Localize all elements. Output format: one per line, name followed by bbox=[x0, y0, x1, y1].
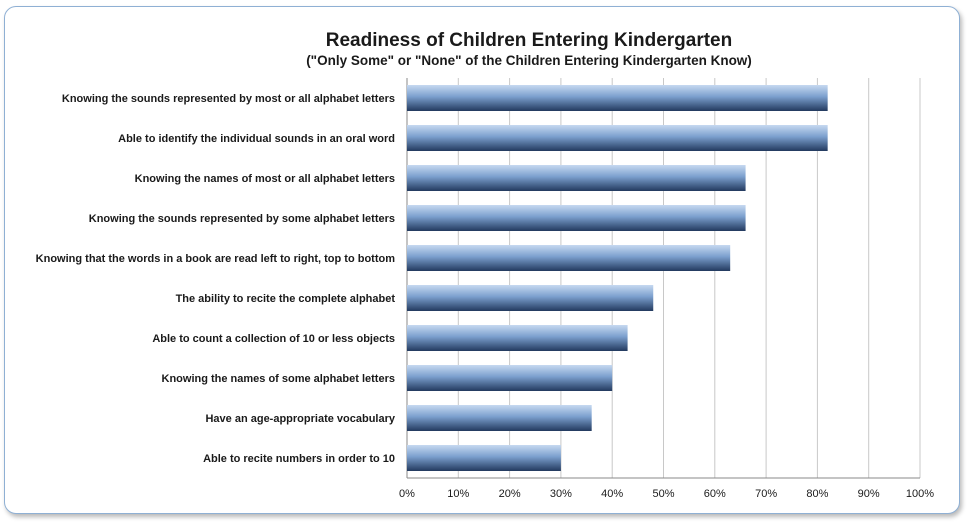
bar bbox=[407, 205, 746, 231]
x-tick-label: 40% bbox=[601, 488, 623, 500]
category-label: Knowing the names of most or all alphabe… bbox=[135, 173, 395, 185]
x-tick-label: 100% bbox=[906, 488, 934, 500]
chart-subtitle: ("Only Some" or "None" of the Children E… bbox=[306, 53, 752, 68]
x-tick-label: 0% bbox=[399, 488, 415, 500]
category-label: Knowing the names of some alphabet lette… bbox=[162, 373, 396, 385]
category-label: Able to recite numbers in order to 10 bbox=[203, 453, 395, 465]
bar bbox=[407, 405, 592, 431]
category-label: Knowing that the words in a book are rea… bbox=[36, 253, 396, 265]
x-tick-label: 10% bbox=[447, 488, 469, 500]
category-labels: Knowing the sounds represented by most o… bbox=[36, 93, 396, 465]
category-label: Knowing the sounds represented by most o… bbox=[62, 93, 395, 105]
bar bbox=[407, 85, 828, 111]
x-tick-label: 70% bbox=[755, 488, 777, 500]
bar bbox=[407, 445, 561, 471]
chart-title: Readiness of Children Entering Kindergar… bbox=[325, 30, 733, 51]
bar bbox=[407, 165, 746, 191]
bar bbox=[407, 365, 613, 391]
bars bbox=[407, 85, 828, 471]
x-tick-label: 50% bbox=[652, 488, 674, 500]
category-label: Able to count a collection of 10 or less… bbox=[152, 333, 395, 345]
category-label: Knowing the sounds represented by some a… bbox=[89, 213, 395, 225]
bar bbox=[407, 125, 828, 151]
bar bbox=[407, 325, 628, 351]
category-label: Have an age-appropriate vocabulary bbox=[205, 413, 395, 425]
bar bbox=[407, 245, 731, 271]
x-axis-ticks: 0% 10% 20% 30% 40% 50% 60% 70% 80% 90% 100% bbox=[399, 488, 934, 500]
x-tick-label: 30% bbox=[550, 488, 572, 500]
category-label: Able to identify the individual sounds i… bbox=[118, 133, 395, 145]
x-tick-label: 80% bbox=[806, 488, 828, 500]
category-label: The ability to recite the complete alpha… bbox=[176, 293, 396, 305]
x-tick-label: 60% bbox=[704, 488, 726, 500]
x-tick-label: 90% bbox=[858, 488, 880, 500]
bar bbox=[407, 285, 654, 311]
x-tick-label: 20% bbox=[499, 488, 521, 500]
